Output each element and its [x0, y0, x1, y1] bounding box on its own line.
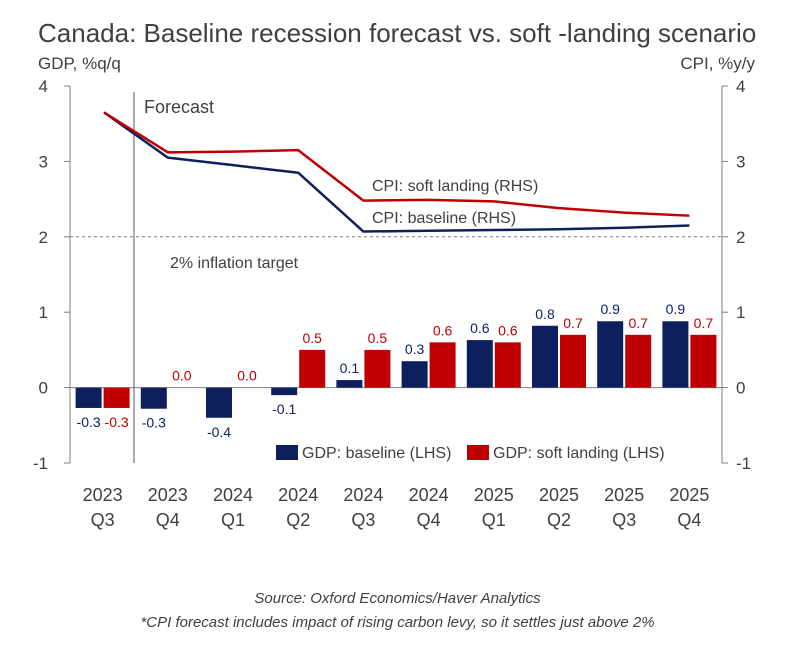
- line-label-cpi-baseline: CPI: baseline (RHS): [372, 210, 516, 227]
- bar-gdp-baseline: [140, 387, 167, 409]
- footnote: *CPI forecast includes impact of rising …: [140, 614, 655, 631]
- data-label-gdp-baseline: 0.9: [666, 301, 686, 317]
- x-tick-label-quarter: Q4: [417, 510, 441, 530]
- data-label-gdp-baseline: -0.4: [207, 424, 231, 440]
- inflation-target-label: 2% inflation target: [170, 255, 299, 272]
- x-tick-label-year: 2025: [539, 485, 579, 505]
- bar-gdp-soft-landing: [625, 334, 652, 388]
- bar-gdp-baseline: [336, 380, 363, 388]
- y-tick-label-left: 4: [39, 77, 48, 96]
- data-label-gdp-soft-landing: 0.0: [237, 368, 257, 384]
- y-tick-label-left: -1: [33, 454, 48, 473]
- data-label-gdp-soft-landing: 0.6: [498, 322, 518, 338]
- x-tick-label-quarter: Q1: [482, 510, 506, 530]
- x-tick-label-year: 2024: [278, 485, 318, 505]
- y-tick-label-right: 0: [736, 379, 745, 398]
- bar-gdp-baseline: [532, 325, 558, 388]
- x-tick-label-quarter: Q3: [612, 510, 636, 530]
- data-label-gdp-soft-landing: -0.3: [105, 414, 129, 430]
- legend-swatch-gdp-soft-landing: [467, 445, 489, 460]
- x-tick-label-quarter: Q4: [677, 510, 701, 530]
- data-label-gdp-baseline: -0.3: [77, 414, 101, 430]
- x-tick-label-quarter: Q3: [351, 510, 375, 530]
- data-label-gdp-baseline: 0.3: [405, 341, 425, 357]
- data-label-gdp-soft-landing: 0.7: [694, 315, 714, 331]
- line-cpi-soft-landing: [103, 111, 690, 217]
- bar-gdp-baseline: [271, 387, 298, 396]
- bar-gdp-soft-landing: [364, 349, 391, 388]
- legend-swatch-gdp-baseline: [276, 445, 298, 460]
- data-label-gdp-soft-landing: 0.0: [172, 368, 192, 384]
- x-tick-label-year: 2025: [669, 485, 709, 505]
- y-tick-label-left: 1: [39, 303, 48, 322]
- bar-gdp-baseline: [401, 361, 428, 388]
- x-tick-label-quarter: Q4: [156, 510, 180, 530]
- bar-gdp-soft-landing: [560, 334, 586, 388]
- x-tick-label-year: 2025: [604, 485, 644, 505]
- x-tick-label-quarter: Q2: [547, 510, 571, 530]
- line-cpi-baseline: [103, 111, 690, 233]
- y-tick-label-left: 2: [39, 228, 48, 247]
- data-label-gdp-soft-landing: 0.5: [302, 330, 322, 346]
- data-label-gdp-soft-landing: 0.7: [563, 315, 583, 331]
- x-tick-label-year: 2024: [213, 485, 253, 505]
- y-tick-label-right: 1: [736, 303, 745, 322]
- bar-gdp-soft-landing: [103, 387, 130, 408]
- y-tick-label-right: -1: [736, 454, 751, 473]
- line-label-cpi-soft-landing: CPI: soft landing (RHS): [372, 178, 538, 195]
- x-tick-label-year: 2024: [409, 485, 449, 505]
- data-label-gdp-baseline: 0.8: [535, 306, 555, 322]
- data-label-gdp-baseline: -0.1: [272, 401, 296, 417]
- data-label-gdp-baseline: 0.6: [470, 320, 490, 336]
- bar-gdp-baseline: [597, 321, 624, 388]
- y-axis-right-title: CPI, %y/y: [680, 54, 755, 73]
- bar-gdp-baseline: [75, 387, 102, 408]
- x-tick-label-quarter: Q1: [221, 510, 245, 530]
- data-label-gdp-soft-landing: 0.7: [628, 315, 648, 331]
- bar-gdp-baseline: [662, 321, 689, 388]
- y-axis-left-title: GDP, %q/q: [38, 54, 121, 73]
- x-tick-label-year: 2023: [83, 485, 123, 505]
- y-tick-label-left: 0: [39, 379, 48, 398]
- legend-label-gdp-baseline: GDP: baseline (LHS): [302, 445, 451, 462]
- data-label-gdp-baseline: 0.1: [340, 360, 360, 376]
- data-label-gdp-baseline: 0.9: [600, 301, 620, 317]
- bar-gdp-soft-landing: [299, 349, 326, 388]
- bar-gdp-soft-landing: [429, 342, 456, 388]
- source-note: Source: Oxford Economics/Haver Analytics: [254, 590, 541, 607]
- data-label-gdp-soft-landing: 0.5: [368, 330, 388, 346]
- bar-gdp-baseline: [466, 340, 493, 388]
- y-tick-label-right: 2: [736, 228, 745, 247]
- chart-title: Canada: Baseline recession forecast vs. …: [38, 18, 757, 48]
- bar-gdp-baseline: [206, 387, 232, 418]
- x-tick-label-quarter: Q2: [286, 510, 310, 530]
- legend-label-gdp-soft-landing: GDP: soft landing (LHS): [493, 445, 665, 462]
- data-label-gdp-baseline: -0.3: [142, 415, 166, 431]
- bar-gdp-soft-landing: [690, 334, 717, 388]
- y-tick-label-right: 3: [736, 152, 745, 171]
- forecast-label: Forecast: [144, 97, 214, 117]
- y-tick-label-right: 4: [736, 77, 745, 96]
- data-label-gdp-soft-landing: 0.6: [433, 322, 453, 338]
- y-tick-label-left: 3: [39, 152, 48, 171]
- x-tick-label-quarter: Q3: [91, 510, 115, 530]
- bar-gdp-soft-landing: [494, 342, 521, 388]
- x-tick-label-year: 2024: [343, 485, 383, 505]
- x-tick-label-year: 2025: [474, 485, 514, 505]
- x-tick-label-year: 2023: [148, 485, 188, 505]
